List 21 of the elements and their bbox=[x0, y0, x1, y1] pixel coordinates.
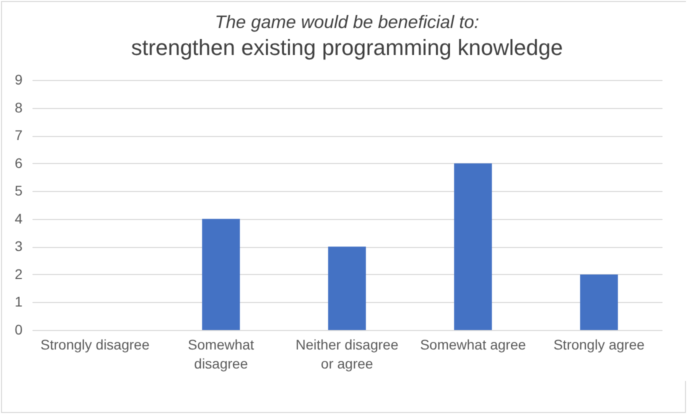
y-tick-label: 9 bbox=[14, 72, 23, 88]
x-tick-label: Somewhat disagree bbox=[188, 336, 254, 372]
y-tick-label: 4 bbox=[14, 210, 23, 226]
x-tick-label: Strongly agree bbox=[553, 336, 645, 352]
x-tick-label: Somewhat agree bbox=[420, 336, 526, 352]
y-tick-label: 2 bbox=[14, 266, 23, 282]
bar bbox=[328, 246, 366, 330]
bar bbox=[580, 274, 618, 330]
bar bbox=[202, 218, 240, 330]
y-tick-label: 0 bbox=[14, 322, 23, 338]
chart-subtitle: strengthen existing programming knowledge bbox=[131, 35, 563, 60]
y-tick-label: 1 bbox=[14, 294, 23, 310]
chart-title: The game would be beneficial to: bbox=[214, 12, 480, 32]
y-tick-label: 6 bbox=[14, 154, 23, 171]
y-tick-label: 3 bbox=[14, 238, 23, 254]
y-tick-label: 8 bbox=[14, 99, 23, 116]
y-tick-label: 7 bbox=[14, 127, 23, 144]
bar bbox=[454, 163, 492, 330]
x-tick-label: Strongly disagree bbox=[40, 336, 150, 352]
y-tick-label: 5 bbox=[14, 182, 23, 199]
x-tick-label: Neither disagree or agree bbox=[296, 336, 399, 372]
